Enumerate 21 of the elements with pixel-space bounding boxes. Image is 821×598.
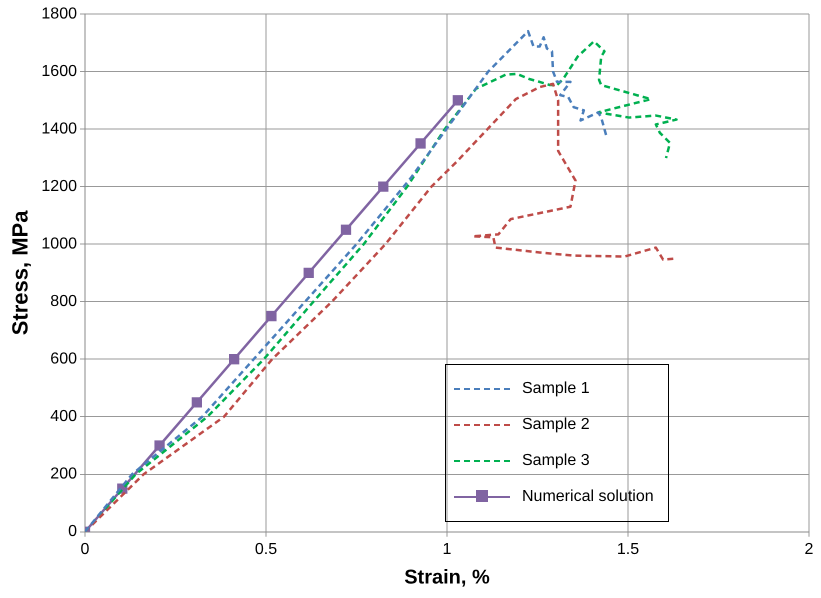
y-tick-label: 400	[50, 408, 78, 426]
x-tick-label: 1	[442, 540, 452, 558]
legend-label: Sample 2	[522, 416, 590, 434]
x-axis-title: Strain, %	[404, 566, 490, 589]
y-tick-label: 1200	[41, 178, 78, 196]
y-tick-label: 800	[50, 293, 78, 310]
y-tick-label: 200	[50, 466, 78, 483]
x-tick-label: 1.5	[616, 540, 640, 558]
legend-label: Numerical solution	[522, 488, 654, 506]
x-tick-label: 0	[80, 540, 90, 558]
y-tick-label: 1800	[41, 5, 78, 22]
y-tick-label: 600	[50, 350, 78, 368]
legend-label: Sample 3	[522, 452, 590, 470]
legend-label: Sample 1	[522, 380, 590, 398]
y-tick-label: 1000	[41, 236, 78, 253]
y-tick-label: 1400	[41, 120, 78, 138]
y-tick-label: 1600	[41, 62, 78, 80]
x-tick-label: 0.5	[254, 540, 278, 558]
x-tick-label: 2	[804, 540, 814, 558]
y-tick-label: 0	[68, 523, 78, 540]
y-axis-title: Stress, MPa	[7, 210, 32, 336]
